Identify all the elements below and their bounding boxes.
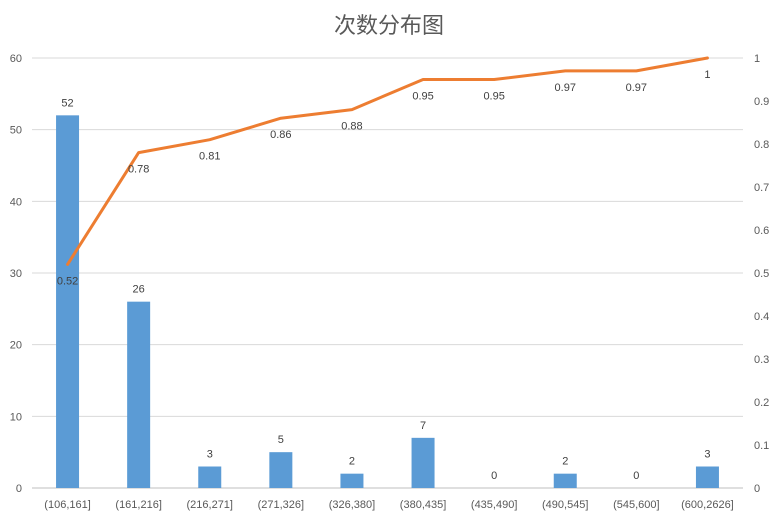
right-tick-label: 0.5 [754, 268, 769, 280]
bar-value-label: 3 [704, 449, 710, 461]
right-tick-label: 0.7 [754, 182, 769, 194]
left-tick-label: 10 [10, 411, 22, 423]
left-tick-label: 20 [10, 340, 22, 352]
chart-title: 次数分布图 [334, 14, 444, 39]
bar-value-label: 5 [278, 434, 284, 446]
right-tick-label: 0 [754, 483, 760, 495]
gridlines [32, 57, 743, 489]
x-tick-label: (161,216] [115, 499, 161, 511]
bar-value-label: 3 [207, 449, 213, 461]
line-value-label: 0.78 [128, 164, 149, 176]
line-value-label: 0.81 [199, 151, 220, 163]
left-tick-label: 60 [10, 53, 22, 65]
x-tick-label: (545,600] [613, 499, 659, 511]
left-tick-label: 50 [10, 125, 22, 137]
right-tick-label: 1 [754, 53, 760, 65]
x-tick-label: (435,490] [471, 499, 517, 511]
line-value-label: 1 [704, 69, 710, 81]
right-tick-label: 0.2 [754, 397, 769, 409]
left-tick-label: 30 [10, 268, 22, 280]
bar-value-label: 2 [562, 456, 568, 468]
bar [695, 466, 719, 488]
bar-value-label: 26 [133, 284, 145, 296]
bar-value-label: 0 [633, 470, 639, 482]
line-value-label: 0.97 [555, 82, 576, 94]
x-axis-ticks: (106,161] (161,216] (216,271] (271,326] (326… [44, 499, 733, 511]
line-value-label: 0.86 [270, 129, 291, 141]
line-value-label: 0.95 [412, 91, 433, 103]
x-tick-label: (271,326] [258, 499, 304, 511]
left-axis-ticks: 0 10 20 30 40 50 60 [10, 53, 22, 495]
right-tick-label: 0.9 [754, 96, 769, 108]
x-tick-label: (490,545] [542, 499, 588, 511]
bar [411, 437, 435, 488]
bar [269, 452, 293, 488]
x-tick-label: (326,380] [329, 499, 375, 511]
bar [56, 115, 80, 488]
bar [127, 301, 151, 488]
line-value-label: 0.88 [341, 121, 362, 133]
bar-value-label: 0 [491, 470, 497, 482]
x-tick-label: (106,161] [44, 499, 90, 511]
cumulative-line [66, 56, 709, 266]
right-axis-ticks: 0 0.1 0.2 0.3 0.4 0.5 0.6 0.7 0.8 0.9 1 [754, 53, 769, 495]
bar-series [56, 115, 719, 488]
line-data-labels: 0.52 0.78 0.81 0.86 0.88 0.95 0.95 0.97 0.97 1 [57, 69, 711, 287]
bar-value-label: 7 [420, 420, 426, 432]
line-value-label: 0.95 [483, 91, 504, 103]
x-tick-label: (380,435] [400, 499, 446, 511]
left-tick-label: 0 [16, 483, 22, 495]
cumulative-line-series [66, 56, 709, 266]
right-tick-label: 0.1 [754, 440, 769, 452]
bar [553, 473, 577, 488]
bar [198, 466, 222, 488]
line-value-label: 0.52 [57, 275, 78, 287]
right-tick-label: 0.6 [754, 225, 769, 237]
right-tick-label: 0.4 [754, 311, 769, 323]
right-tick-label: 0.3 [754, 354, 769, 366]
line-value-label: 0.97 [626, 82, 647, 94]
bar [340, 473, 364, 488]
left-tick-label: 40 [10, 196, 22, 208]
bar-value-label: 2 [349, 456, 355, 468]
x-tick-label: (600,2626] [681, 499, 734, 511]
right-tick-label: 0.8 [754, 139, 769, 151]
x-tick-label: (216,271] [187, 499, 233, 511]
bar-value-label: 52 [61, 97, 73, 109]
